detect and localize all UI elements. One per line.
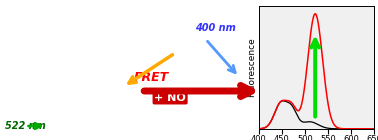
Y-axis label: Fluorescence: Fluorescence [247,37,256,97]
Text: 522 nm: 522 nm [5,121,46,131]
Text: FRET: FRET [134,71,169,84]
Text: + NO: + NO [154,93,186,103]
Text: 400 nm: 400 nm [195,23,236,33]
